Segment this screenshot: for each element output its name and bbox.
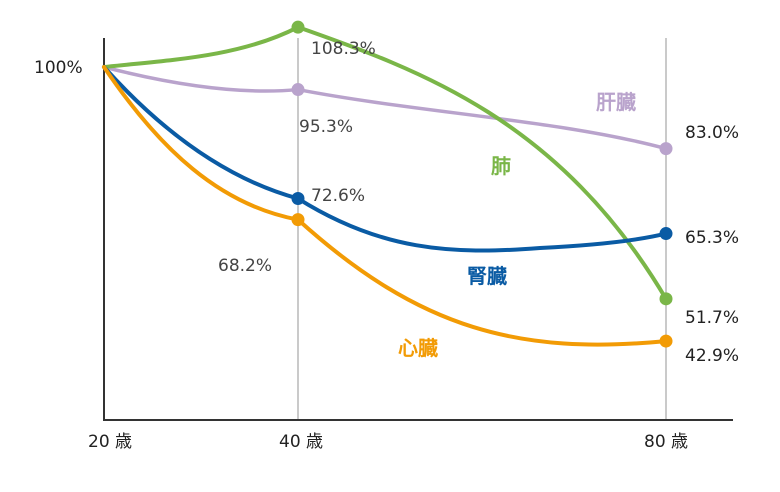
series-label-heart: 心臓 xyxy=(398,336,438,360)
series-label-liver: 肝臓 xyxy=(596,90,636,114)
data-point-heart-40 xyxy=(291,213,305,227)
series-line-heart xyxy=(102,65,668,347)
y-tick-label-100: 100% xyxy=(34,58,83,78)
data-label-kidney-40: 72.6% xyxy=(311,186,365,206)
data-point-heart-80 xyxy=(659,334,673,348)
data-label-liver-40: 95.3% xyxy=(299,117,353,137)
data-point-liver-40 xyxy=(291,83,305,97)
series-line-kidney xyxy=(102,65,668,253)
series-line-lung xyxy=(102,24,668,301)
series-label-kidney: 腎臓 xyxy=(467,264,507,288)
x-tick-label-80: 80 歳 xyxy=(644,432,688,452)
data-label-kidney-80: 65.3% xyxy=(685,228,739,248)
data-label-heart-80: 42.9% xyxy=(685,346,739,366)
data-point-lung-80 xyxy=(659,292,673,306)
data-label-heart-40: 68.2% xyxy=(218,256,272,276)
data-label-liver-80: 83.0% xyxy=(685,123,739,143)
data-label-lung-80: 51.7% xyxy=(685,308,739,328)
x-tick-label-40: 40 歳 xyxy=(279,432,323,452)
x-tick-label-20: 20 歳 xyxy=(88,432,132,452)
series-line-liver xyxy=(102,65,668,151)
series-label-lung: 肺 xyxy=(491,154,511,178)
data-label-lung-40: 108.3% xyxy=(311,39,376,59)
data-point-liver-80 xyxy=(659,142,673,156)
data-point-kidney-80 xyxy=(659,227,673,241)
data-point-lung-40 xyxy=(291,20,305,34)
data-point-kidney-40 xyxy=(291,192,305,206)
